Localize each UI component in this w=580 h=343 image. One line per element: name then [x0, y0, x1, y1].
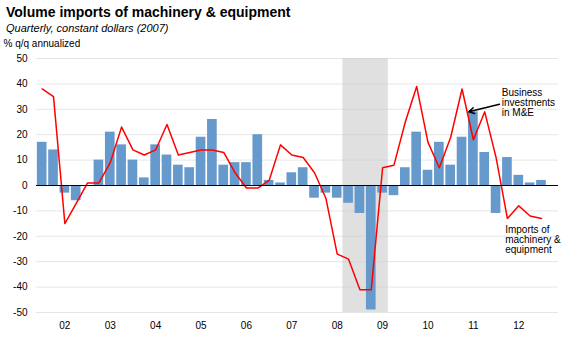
svg-text:-40: -40	[13, 281, 28, 292]
html-text:Volume imports of machinery &: Volume imports of machinery & equipment	[6, 4, 291, 20]
svg-text:05: 05	[195, 320, 207, 331]
svg-text:07: 07	[286, 320, 298, 331]
svg-text:08: 08	[332, 320, 344, 331]
svg-text:06: 06	[241, 320, 253, 331]
svg-text:% q/q annualized: % q/q annualized	[4, 38, 81, 49]
svg-text:04: 04	[150, 320, 162, 331]
svg-text:0: 0	[22, 180, 28, 191]
svg-text:-30: -30	[13, 256, 28, 267]
svg-text:Businessinvestmentsin M&E: Businessinvestmentsin M&E	[502, 87, 555, 118]
svg-text:40: 40	[16, 78, 28, 89]
svg-text:30: 30	[16, 104, 28, 115]
html-text:Quarterly, constant dollars (2: Quarterly, constant dollars (2007)	[6, 22, 169, 34]
svg-text:-10: -10	[13, 205, 28, 216]
svg-text:09: 09	[377, 320, 389, 331]
svg-text:20: 20	[16, 129, 28, 140]
svg-text:10: 10	[16, 154, 28, 165]
svg-text:-50: -50	[13, 307, 28, 318]
svg-text:50: 50	[16, 53, 28, 64]
svg-text:Imports ofmachinery &equipment: Imports ofmachinery &equipment	[505, 224, 561, 255]
svg-text:10: 10	[422, 320, 434, 331]
svg-text:11: 11	[468, 320, 479, 331]
svg-text:02: 02	[59, 320, 71, 331]
svg-text:03: 03	[105, 320, 117, 331]
svg-text:12: 12	[513, 320, 525, 331]
svg-text:-20: -20	[13, 231, 28, 242]
